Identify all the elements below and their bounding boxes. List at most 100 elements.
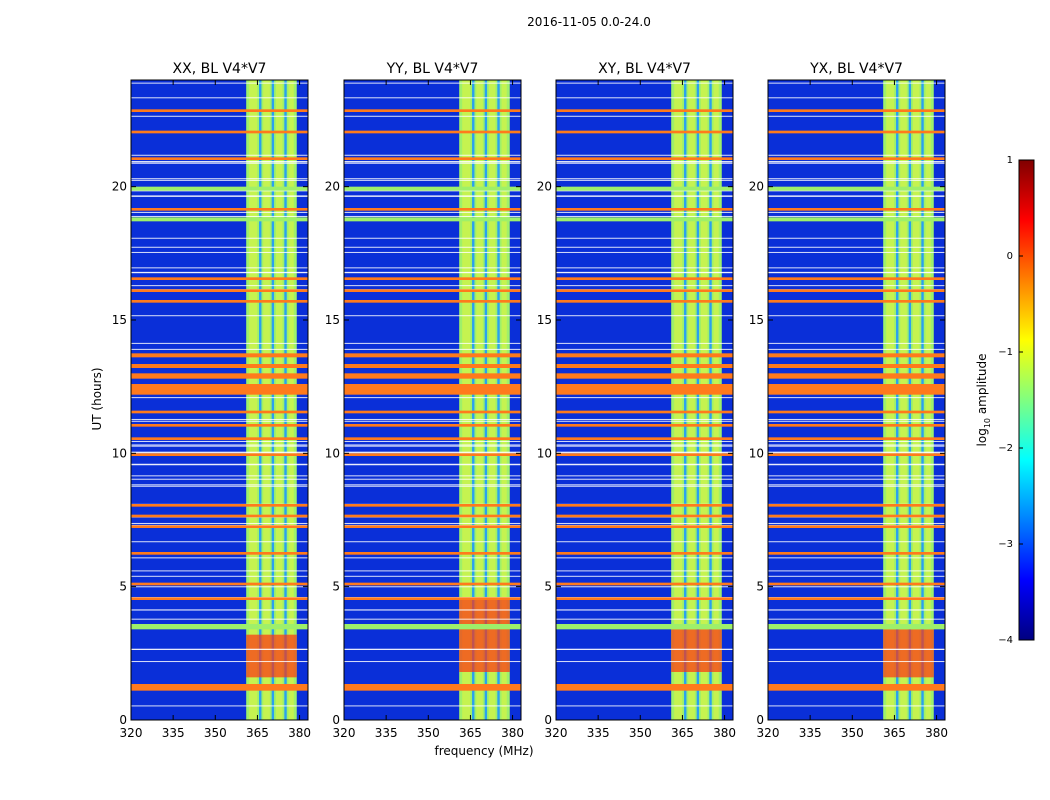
rfi-line bbox=[344, 705, 521, 707]
band-segment bbox=[249, 80, 258, 720]
y-tick-label: 0 bbox=[332, 713, 340, 727]
flagged-band bbox=[556, 552, 733, 555]
flagged-band bbox=[131, 109, 308, 112]
rfi-line bbox=[131, 215, 308, 217]
rfi-line bbox=[768, 451, 945, 453]
flagged-band bbox=[344, 453, 521, 456]
flagged-band bbox=[131, 157, 308, 160]
rfi-line bbox=[556, 179, 733, 181]
flagged-band bbox=[556, 437, 733, 440]
rfi-line bbox=[344, 348, 521, 350]
flagged-band bbox=[768, 514, 945, 518]
rfi-line bbox=[556, 452, 733, 454]
flagged-band bbox=[556, 217, 733, 222]
band-segment bbox=[900, 80, 907, 720]
x-tick-label: 365 bbox=[459, 726, 482, 740]
colorbar-label: log10 amplitude bbox=[975, 354, 992, 447]
rfi-line bbox=[131, 485, 308, 487]
x-tick-label: 350 bbox=[841, 726, 864, 740]
rfi-line bbox=[344, 342, 521, 344]
y-tick-label: 15 bbox=[112, 313, 127, 327]
rfi-line bbox=[131, 179, 308, 181]
rfi-line bbox=[768, 190, 945, 192]
rfi-line bbox=[768, 82, 945, 84]
flagged-band bbox=[131, 582, 308, 586]
flagged-band bbox=[768, 424, 945, 427]
flagged-band bbox=[344, 437, 521, 440]
flagged-band bbox=[344, 684, 521, 691]
y-tick-label: 0 bbox=[756, 713, 764, 727]
colorbar-tick-label: −3 bbox=[998, 539, 1013, 550]
y-tick-label: 0 bbox=[119, 713, 127, 727]
flagged-band bbox=[556, 384, 733, 395]
rfi-line bbox=[131, 285, 308, 287]
heatmap-body bbox=[556, 80, 733, 720]
rfi-line bbox=[344, 452, 521, 454]
rfi-line bbox=[344, 648, 521, 650]
flagged-band bbox=[556, 289, 733, 292]
rfi-line bbox=[344, 285, 521, 287]
rfi-line bbox=[131, 178, 308, 180]
rfi-line bbox=[344, 315, 521, 317]
flagged-band bbox=[131, 453, 308, 456]
x-tick-label: 320 bbox=[757, 726, 780, 740]
band-divider bbox=[696, 80, 700, 720]
hot-region bbox=[883, 629, 934, 678]
colorbar-gradient bbox=[1018, 159, 1035, 641]
flagged-band bbox=[556, 364, 733, 368]
flagged-band bbox=[768, 582, 945, 586]
heatmap-body bbox=[131, 80, 308, 720]
flagged-band bbox=[131, 353, 308, 358]
rfi-line bbox=[768, 648, 945, 650]
rfi-line bbox=[556, 475, 733, 477]
hot-region bbox=[671, 629, 722, 672]
flagged-band bbox=[768, 525, 945, 528]
y-tick-label: 10 bbox=[537, 446, 552, 460]
rfi-line bbox=[768, 348, 945, 350]
y-tick-label: 15 bbox=[537, 313, 552, 327]
rfi-line bbox=[556, 246, 733, 248]
rfi-line bbox=[768, 315, 945, 317]
x-tick-label: 335 bbox=[375, 726, 398, 740]
rfi-line bbox=[768, 575, 945, 577]
y-tick-label: 5 bbox=[332, 580, 340, 594]
rfi-line bbox=[344, 246, 521, 248]
y-tick-label: 10 bbox=[325, 446, 340, 460]
rfi-line bbox=[131, 522, 308, 524]
rfi-line bbox=[556, 570, 733, 572]
rfi-line bbox=[556, 342, 733, 344]
flagged-band bbox=[768, 289, 945, 292]
rfi-line bbox=[768, 440, 945, 442]
rfi-line bbox=[344, 178, 521, 180]
flagged-band bbox=[131, 300, 308, 303]
rfi-line bbox=[768, 444, 945, 446]
flagged-band bbox=[131, 130, 308, 134]
flagged-band bbox=[556, 597, 733, 600]
flagged-band bbox=[344, 300, 521, 303]
panel-title: XY, BL V4*V7 bbox=[598, 61, 691, 77]
rfi-line bbox=[131, 484, 308, 486]
panel-frame bbox=[130, 79, 309, 721]
rfi-line bbox=[768, 272, 945, 274]
y-tick-label: 5 bbox=[119, 580, 127, 594]
flagged-band bbox=[556, 186, 733, 191]
rfi-line bbox=[131, 348, 308, 350]
rfi-line bbox=[131, 440, 308, 442]
flagged-band bbox=[131, 217, 308, 222]
flagged-band bbox=[131, 424, 308, 427]
rfi-line bbox=[556, 586, 733, 588]
band-segment bbox=[275, 80, 283, 720]
rfi-line bbox=[344, 267, 521, 269]
band-divider bbox=[472, 80, 475, 720]
flagged-band bbox=[556, 504, 733, 507]
rfi-line bbox=[131, 161, 308, 163]
rfi-line bbox=[344, 215, 521, 217]
rfi-line bbox=[131, 272, 308, 274]
flagged-band bbox=[344, 373, 521, 379]
panel-frame bbox=[767, 79, 946, 721]
flagged-band bbox=[768, 130, 945, 134]
rfi-line bbox=[556, 195, 733, 197]
rfi-line bbox=[556, 444, 733, 446]
y-axis-label: UT (hours) bbox=[90, 367, 104, 430]
rfi-line bbox=[768, 397, 945, 399]
